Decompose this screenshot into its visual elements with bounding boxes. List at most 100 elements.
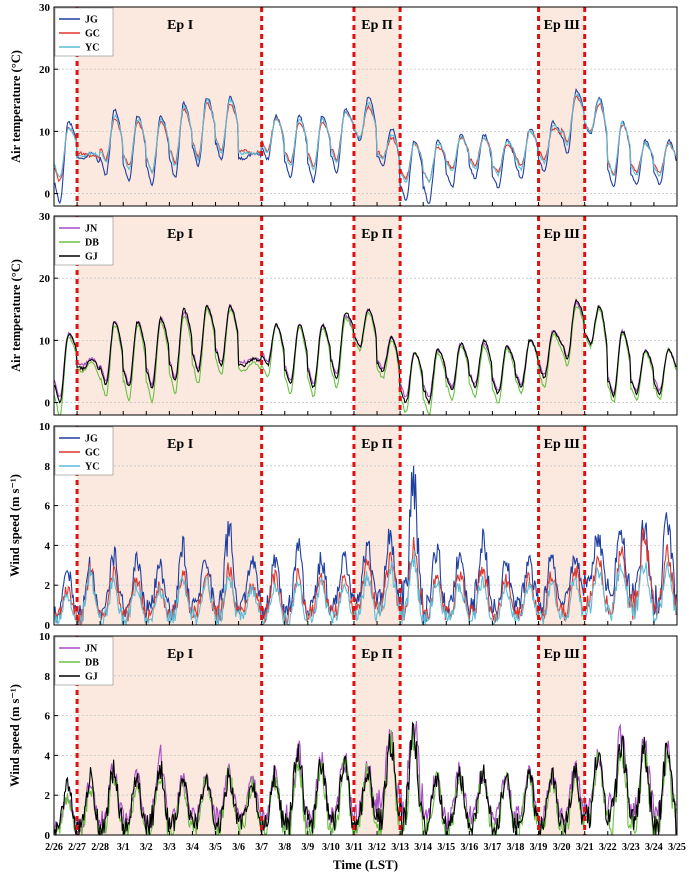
ytick-label: 0 [45, 398, 51, 410]
ytick-label: 20 [39, 64, 51, 76]
legend-label-YC: YC [85, 462, 99, 473]
episode-shade-2 [353, 7, 401, 206]
ytick-label: 6 [45, 501, 51, 513]
ytick-label: 30 [39, 2, 51, 14]
episode-label: Ep I [167, 18, 193, 33]
legend: JN DB GJ [54, 636, 114, 686]
series-line-GJ [54, 721, 677, 835]
legend-label-GJ: GJ [85, 252, 98, 263]
y-axis-label: Air temperature (°C) [9, 50, 23, 163]
x-axis-label: Time (LST) [333, 857, 398, 872]
xtick-label: 3/22 [599, 842, 617, 853]
episode-label: Ep I [167, 437, 193, 452]
legend-label-GJ: GJ [85, 672, 98, 683]
xtick-label: 3/19 [530, 842, 548, 853]
legend-label-JN: JN [85, 224, 98, 235]
ytick-label: 6 [45, 711, 51, 723]
xtick-label: 3/11 [345, 842, 362, 853]
ytick-label: 8 [45, 461, 51, 473]
ytick-label: 0 [45, 830, 51, 842]
episode-label: Ep Π [361, 647, 393, 662]
episode-label: Ep Ш [544, 18, 581, 33]
xtick-label: 3/8 [278, 842, 291, 853]
series-group [54, 87, 677, 205]
series-line-YC [54, 92, 677, 184]
legend-box [54, 426, 114, 476]
chart-panel-4: Ep I Ep Π Ep Ш 0 2 4 6 8 10 Wind speed (m s⁻¹) JN D… [8, 631, 678, 842]
xtick-label: 3/15 [437, 842, 455, 853]
ytick-label: 2 [45, 790, 51, 802]
xtick-label: 3/25 [668, 842, 686, 853]
x-axis: 2/26 2/27 2/28 3/1 3/2 3/3 3/4 3/5 3/6 3/7 3/8 3/9 3… [45, 842, 686, 872]
xtick-label: 2/26 [45, 842, 63, 853]
xtick-label: 3/18 [507, 842, 525, 853]
xtick-label: 3/20 [553, 842, 571, 853]
ytick-label: 8 [45, 671, 51, 683]
legend-label-DB: DB [85, 238, 99, 249]
series-group [54, 465, 677, 625]
legend-label-GC: GC [85, 448, 100, 459]
series-line-GJ [54, 298, 677, 406]
legend-label-GC: GC [85, 29, 100, 40]
plot-frame [53, 6, 678, 207]
xtick-label: 3/23 [622, 842, 640, 853]
episode-label: Ep Ш [544, 647, 581, 662]
episode-shade-3 [538, 426, 585, 625]
xtick-label: 2/27 [68, 842, 86, 853]
xtick-label: 3/14 [414, 842, 432, 853]
ytick-label: 10 [39, 126, 51, 138]
legend-box [54, 216, 114, 266]
legend-label-JN: JN [85, 644, 98, 655]
legend-label-YC: YC [85, 43, 99, 54]
episode-label: Ep Π [361, 227, 393, 242]
ytick-label: 0 [45, 620, 51, 632]
ytick-label: 4 [45, 540, 51, 552]
ytick-label: 10 [39, 421, 51, 433]
xtick-label: 3/1 [117, 842, 130, 853]
xtick-label: 3/21 [576, 842, 594, 853]
y-axis-label: Wind speed (m s⁻¹) [8, 684, 22, 787]
y-axis-label: Wind speed (m s⁻¹) [8, 474, 22, 577]
plot-frame [53, 635, 678, 836]
y-axis-label: Air temperature (°C) [9, 259, 23, 372]
legend-label-DB: DB [85, 658, 99, 669]
xtick-label: 3/10 [322, 842, 340, 853]
legend: JN DB GJ [54, 216, 114, 266]
series-line-JN [54, 721, 677, 835]
episode-shade-2 [353, 216, 401, 415]
xtick-label: 3/13 [391, 842, 409, 853]
ytick-label: 2 [45, 580, 51, 592]
xtick-label: 3/5 [209, 842, 222, 853]
xtick-label: 3/4 [186, 842, 199, 853]
plot-frame [53, 215, 678, 416]
episode-label: Ep Π [361, 18, 393, 33]
legend-box [54, 636, 114, 686]
ytick-label: 20 [39, 273, 51, 285]
ytick-label: 10 [39, 631, 51, 643]
xtick-label: 3/3 [163, 842, 176, 853]
chart-panel-2: Ep I Ep Π Ep Ш 0 10 20 30 Air temperature (°C) J… [9, 211, 678, 416]
xtick-label: 3/9 [301, 842, 314, 853]
chart-panel-1: Ep I Ep Π Ep Ш 0 10 20 30 Air temperature (°C) J… [9, 2, 678, 207]
legend-label-JG: JG [85, 15, 98, 26]
ytick-label: 30 [39, 211, 51, 223]
ytick-label: 4 [45, 750, 51, 762]
episode-label: Ep Ш [544, 227, 581, 242]
xtick-label: 3/7 [255, 842, 268, 853]
episode-label: Ep Π [361, 437, 393, 452]
ytick-label: 0 [45, 189, 51, 201]
xtick-label: 3/6 [232, 842, 245, 853]
xtick-label: 3/12 [368, 842, 386, 853]
episode-label: Ep Ш [544, 437, 581, 452]
episode-label: Ep I [167, 647, 193, 662]
ytick-label: 10 [39, 335, 51, 347]
legend-box [54, 7, 114, 57]
series-line-YC [54, 550, 677, 625]
series-line-JG [54, 465, 677, 624]
episode-shade-3 [538, 7, 585, 206]
chart-panel-3: Ep I Ep Π Ep Ш 0 2 4 6 8 10 Wind speed (m s⁻¹) JG G… [8, 421, 678, 632]
legend: JG GC YC [54, 426, 114, 476]
xtick-label: 2/28 [91, 842, 109, 853]
xtick-label: 3/2 [140, 842, 153, 853]
